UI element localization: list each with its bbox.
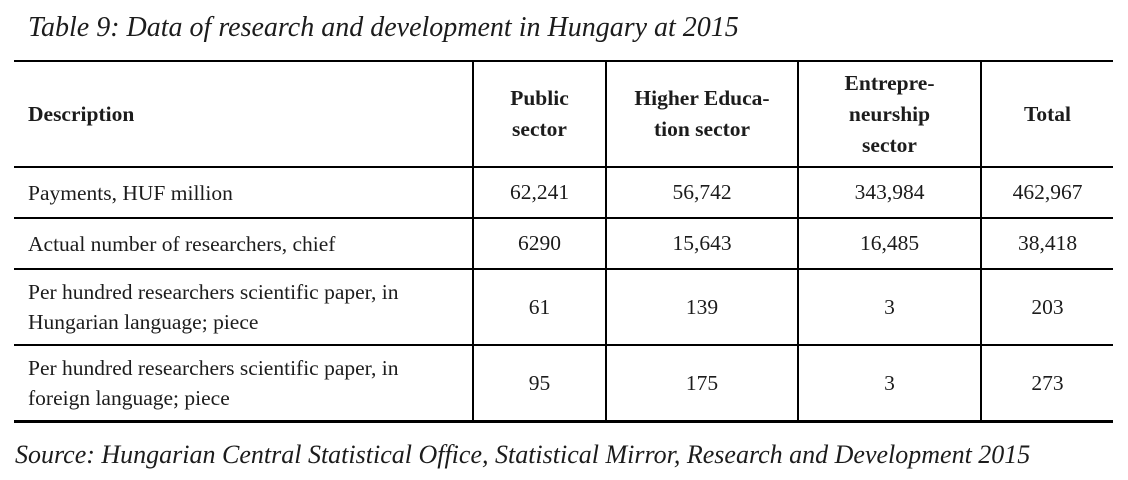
table-body: Payments, HUF million 62,241 56,742 343,… <box>14 167 1113 423</box>
cell-higher-education: 175 <box>605 345 798 423</box>
row-description: Payments, HUF million <box>14 167 473 219</box>
row-description: Per hundred researchers scientific paper… <box>14 345 473 423</box>
cell-entrepreneurship: 3 <box>797 345 981 423</box>
cell-total: 38,418 <box>980 218 1113 270</box>
table-caption: Table 9: Data of research and developmen… <box>28 12 739 43</box>
cell-public-sector: 62,241 <box>472 167 606 219</box>
row-description: Per hundred researchers scientific paper… <box>14 269 473 346</box>
cell-public-sector: 61 <box>472 269 606 346</box>
cell-higher-education: 56,742 <box>605 167 798 219</box>
cell-public-sector: 6290 <box>472 218 606 270</box>
header-row: Description Public sector Higher Educa- … <box>14 61 1113 168</box>
cell-public-sector: 95 <box>472 345 606 423</box>
cell-higher-education: 139 <box>605 269 798 346</box>
table-row-payments: Payments, HUF million 62,241 56,742 343,… <box>14 167 1113 219</box>
column-header-total: Total <box>980 61 1113 168</box>
cell-total: 273 <box>980 345 1113 423</box>
page: Table 9: Data of research and developmen… <box>0 11 1128 480</box>
column-header-higher-education-sector: Higher Educa- tion sector <box>605 61 798 168</box>
cell-total: 462,967 <box>980 167 1113 219</box>
cell-total: 203 <box>980 269 1113 346</box>
rd-data-table: Description Public sector Higher Educa- … <box>14 60 1113 423</box>
table-header: Description Public sector Higher Educa- … <box>14 61 1113 168</box>
column-header-description: Description <box>14 61 473 168</box>
table-row-papers-hungarian: Per hundred researchers scientific paper… <box>14 269 1113 346</box>
source-note: Source: Hungarian Central Statistical Of… <box>15 440 1031 469</box>
cell-entrepreneurship: 3 <box>797 269 981 346</box>
cell-entrepreneurship: 343,984 <box>797 167 981 219</box>
column-header-entrepreneurship-sector: Entrepre- neurship sector <box>797 61 981 168</box>
cell-entrepreneurship: 16,485 <box>797 218 981 270</box>
column-header-public-sector: Public sector <box>472 61 606 168</box>
row-description: Actual number of researchers, chief <box>14 218 473 270</box>
cell-higher-education: 15,643 <box>605 218 798 270</box>
table-row-papers-foreign: Per hundred researchers scientific paper… <box>14 345 1113 423</box>
table-row-researchers: Actual number of researchers, chief 6290… <box>14 218 1113 270</box>
